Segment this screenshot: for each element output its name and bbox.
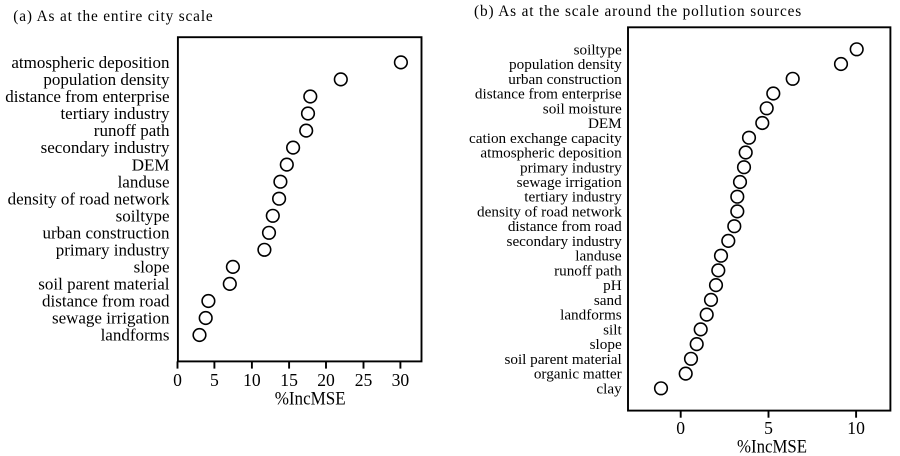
svg-text:DEM: DEM [588, 115, 622, 132]
svg-text:landuse: landuse [575, 248, 622, 265]
svg-text:soil moisture: soil moisture [543, 100, 622, 117]
svg-text:soil parent material: soil parent material [38, 275, 170, 294]
svg-text:(b) As at the scale around the: (b) As at the scale around the pollution… [474, 3, 801, 20]
svg-text:distance from road: distance from road [508, 218, 622, 235]
svg-text:soiltype: soiltype [574, 41, 622, 58]
svg-text:distance from enterprise: distance from enterprise [475, 86, 622, 103]
svg-text:0: 0 [676, 418, 685, 438]
svg-text:25: 25 [355, 370, 373, 390]
svg-text:(a) As at the entire city scal: (a) As at the entire city scale [13, 8, 213, 25]
svg-text:landuse: landuse [118, 172, 170, 191]
svg-text:soiltype: soiltype [116, 206, 170, 225]
svg-text:5: 5 [764, 418, 773, 438]
svg-text:15: 15 [280, 370, 298, 390]
svg-text:slope: slope [134, 258, 170, 277]
svg-text:30: 30 [392, 370, 410, 390]
svg-text:landforms: landforms [560, 307, 622, 324]
svg-text:cation exchange capacity: cation exchange capacity [469, 130, 622, 147]
svg-text:%IncMSE: %IncMSE [275, 389, 346, 410]
svg-text:20: 20 [317, 370, 335, 390]
svg-text:clay: clay [596, 380, 622, 397]
svg-text:slope: slope [590, 336, 622, 353]
svg-text:sewage irrigation: sewage irrigation [52, 309, 170, 328]
svg-text:runoff path: runoff path [94, 121, 170, 140]
svg-text:landforms: landforms [101, 326, 170, 345]
svg-text:atmospheric deposition: atmospheric deposition [480, 145, 622, 162]
svg-text:organic matter: organic matter [534, 366, 622, 383]
svg-text:secondary industry: secondary industry [41, 138, 170, 157]
svg-text:sewage irrigation: sewage irrigation [517, 174, 622, 191]
svg-text:silt: silt [603, 321, 622, 338]
svg-text:sand: sand [594, 292, 622, 309]
svg-text:secondary industry: secondary industry [507, 233, 623, 250]
svg-text:soil parent material: soil parent material [504, 351, 621, 368]
svg-text:population density: population density [509, 56, 622, 73]
svg-text:10: 10 [243, 370, 261, 390]
svg-text:tertiary industry: tertiary industry [524, 189, 622, 206]
svg-text:distance from road: distance from road [42, 292, 170, 311]
svg-text:0: 0 [173, 370, 182, 390]
svg-text:tertiary industry: tertiary industry [60, 104, 170, 123]
svg-text:pH: pH [603, 277, 622, 294]
svg-text:density of road network: density of road network [8, 189, 170, 208]
svg-text:10: 10 [847, 418, 865, 438]
svg-text:DEM: DEM [132, 155, 170, 174]
svg-text:population density: population density [43, 70, 170, 89]
svg-text:5: 5 [210, 370, 219, 390]
svg-text:%IncMSE: %IncMSE [737, 437, 807, 456]
svg-text:urban construction: urban construction [508, 71, 622, 88]
svg-text:urban construction: urban construction [43, 223, 170, 242]
svg-text:primary industry: primary industry [56, 240, 170, 259]
svg-text:distance from enterprise: distance from enterprise [5, 87, 169, 106]
svg-text:primary industry: primary industry [520, 159, 622, 176]
svg-text:runoff path: runoff path [554, 262, 622, 279]
svg-text:atmospheric deposition: atmospheric deposition [11, 53, 170, 72]
svg-text:density of road network: density of road network [477, 203, 622, 220]
